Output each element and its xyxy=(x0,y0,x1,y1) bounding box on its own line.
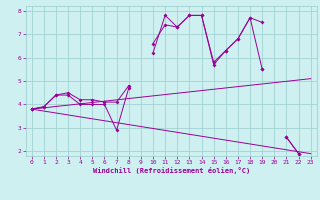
X-axis label: Windchill (Refroidissement éolien,°C): Windchill (Refroidissement éolien,°C) xyxy=(92,167,250,174)
